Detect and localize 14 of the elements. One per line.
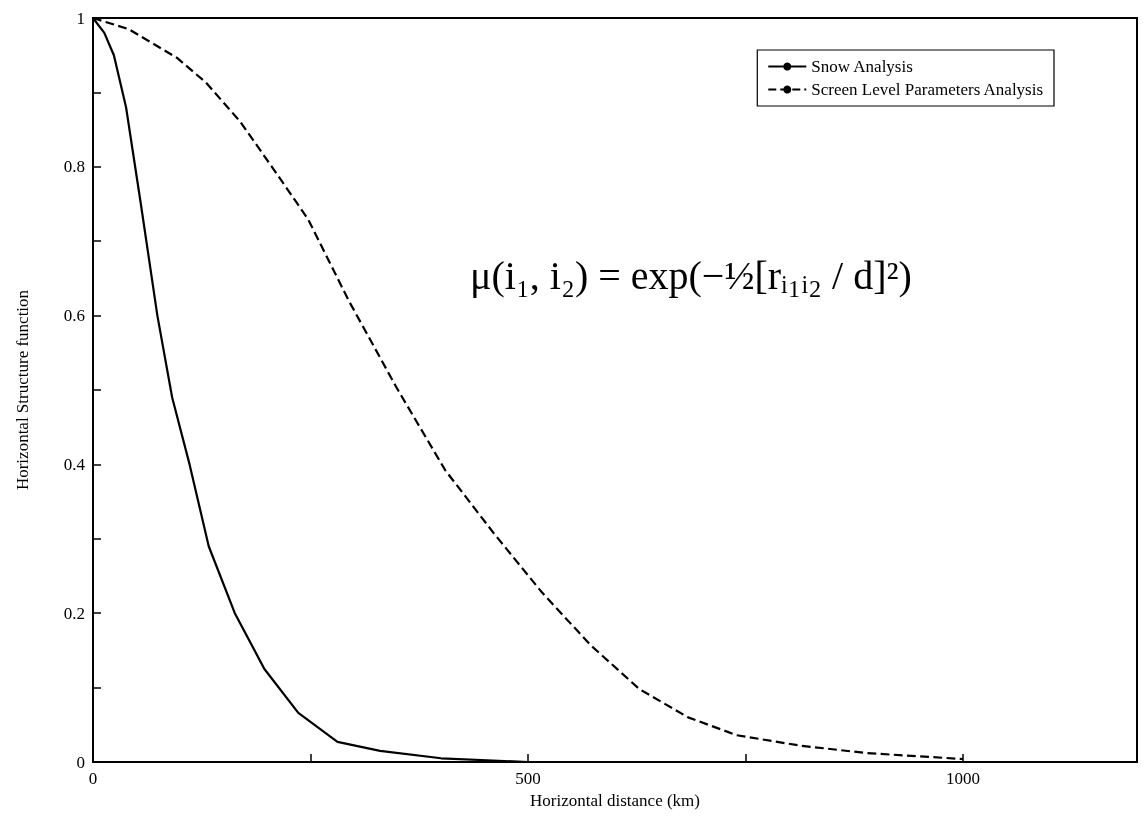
x-tick-label: 0 (88, 769, 98, 788)
y-tick-label: 0.8 (63, 157, 85, 177)
annotation: μ(i₁, i₂) = exp(−½[rᵢ₁ᵢ₂ / d]²) (470, 252, 912, 298)
x-axis-title: Horizontal distance (km) (530, 791, 700, 810)
x-tick-label: 1000 (946, 769, 980, 788)
x-tick-label: 500 (515, 769, 541, 788)
y-tick-label: 1 (76, 8, 85, 28)
y-tick-label: 0.6 (63, 306, 85, 326)
y-axis-title: Horizontal Structure function (13, 289, 32, 491)
y-tick-label: 0 (76, 752, 85, 772)
legend-label: Screen Level Parameters Analysis (811, 80, 1044, 99)
y-tick-label: 0.4 (63, 454, 86, 474)
y-tick-label: 0.2 (63, 603, 85, 623)
legend-label: Snow Analysis (811, 57, 913, 76)
